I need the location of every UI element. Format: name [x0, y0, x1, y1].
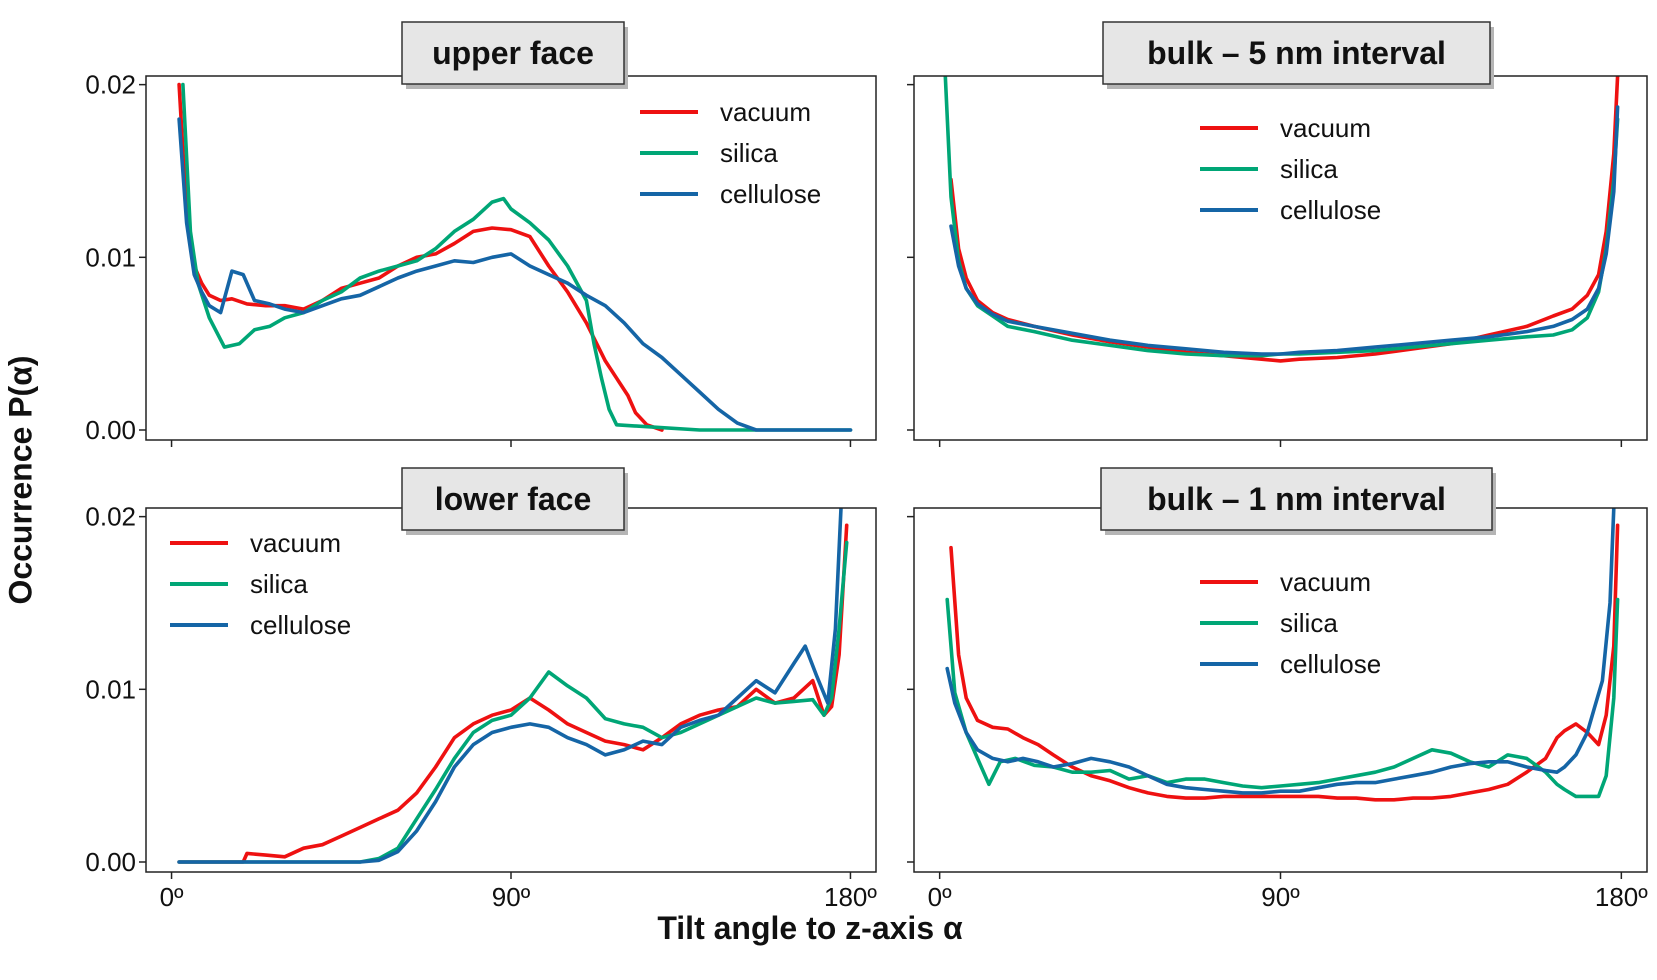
panel-title-box [401, 21, 625, 85]
y-tick-label: 0.02 [85, 70, 136, 100]
plot-frame [913, 507, 1648, 873]
x-axis-label: Tilt angle to z-axis α [657, 910, 963, 946]
series-line-cellulose [177, 117, 853, 432]
panel-bulk-5nm: bulk – 5 nm interval vacuum silica cellulos… [907, 21, 1648, 447]
y-axis-label-text: Occurrence P(α) [2, 355, 39, 605]
series-group [177, 508, 849, 864]
legend-label-silica: silica [1280, 608, 1338, 638]
legend-label-cellulose: cellulose [1280, 195, 1381, 225]
legend-label-silica: silica [720, 138, 778, 168]
series-group [177, 82, 853, 432]
x-tick-label: 90º [1261, 882, 1300, 912]
y-tick-label: 0.01 [85, 674, 136, 704]
panel-title: lower face [435, 481, 592, 517]
y-tick-label: 0.00 [85, 415, 136, 445]
series-group [945, 508, 1620, 802]
panel-title-box [1100, 467, 1493, 531]
legend-label-vacuum: vacuum [1280, 567, 1371, 597]
series-line-silica [177, 540, 849, 864]
legend-label-cellulose: cellulose [250, 610, 351, 640]
panel-title: upper face [432, 35, 594, 71]
panel-upper-face: 0.00 0.01 0.02 upper face vacuum silica cellul… [85, 21, 877, 447]
series-line-cellulose [177, 508, 843, 864]
series-line-cellulose [949, 105, 1620, 356]
series-line-silica [181, 82, 853, 432]
series-line-cellulose [945, 508, 1616, 795]
panel-title-box [1102, 21, 1491, 85]
legend-label-cellulose: cellulose [1280, 649, 1381, 679]
x-tick-label: 0º [160, 882, 184, 912]
legend-label-cellulose: cellulose [720, 179, 821, 209]
plot-frame [145, 507, 877, 873]
y-tick-label: 0.01 [85, 242, 136, 272]
series-line-silica [945, 597, 1620, 799]
y-tick-label: 0.02 [85, 502, 136, 532]
legend-label-silica: silica [1280, 154, 1338, 184]
x-tick-label: 180º [824, 882, 877, 912]
panel-title: bulk – 5 nm interval [1147, 35, 1446, 71]
series-line-vacuum [949, 523, 1620, 802]
y-axis-label: Occurrence P(α) [1, 330, 41, 630]
x-tick-label: 90º [492, 882, 531, 912]
panel-lower-face: 0.00 0.01 0.02 0º 90º 180º lower face vacuum sil… [85, 467, 877, 912]
y-tick-label: 0.00 [85, 847, 136, 877]
series-group [943, 76, 1620, 363]
legend-label-vacuum: vacuum [720, 97, 811, 127]
panel-title: bulk – 1 nm interval [1147, 481, 1446, 517]
plot-frame [145, 75, 877, 441]
panel-title-box [401, 467, 625, 531]
legend-label-vacuum: vacuum [250, 528, 341, 558]
legend-label-vacuum: vacuum [1280, 113, 1371, 143]
x-tick-label: 180º [1595, 882, 1648, 912]
panel-bulk-1nm: 0º 90º 180º bulk – 1 nm interval vacuum silic… [907, 467, 1648, 912]
x-tick-label: 0º [928, 882, 952, 912]
legend-label-silica: silica [250, 569, 308, 599]
